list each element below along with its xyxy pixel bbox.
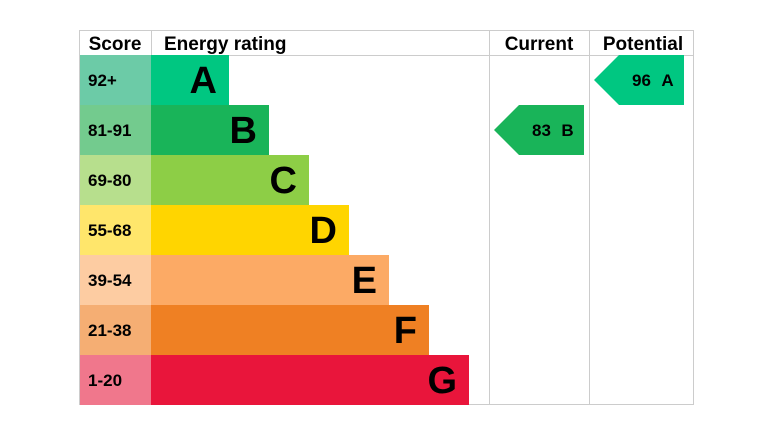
current-rating-arrow (494, 105, 584, 155)
score-label-b: 81-91 (88, 121, 131, 140)
rating-bar-f (151, 305, 429, 355)
potential-rating-indicator: 96 A (594, 55, 684, 105)
rating-bar-c (151, 155, 309, 205)
header-energy-rating: Energy rating (164, 34, 286, 55)
score-cell-f (80, 305, 151, 355)
rating-bar-e (151, 255, 389, 305)
potential-rating-arrow (594, 55, 684, 105)
score-cell-b (80, 105, 151, 155)
score-label-g: 1-20 (88, 371, 122, 390)
score-label-f: 21-38 (88, 321, 131, 340)
potential-rating-value: 96 (632, 71, 651, 90)
header-potential: Potential (603, 34, 683, 55)
score-label-c: 69-80 (88, 171, 131, 190)
rating-bar-b (151, 105, 269, 155)
score-label-e: 39-54 (88, 271, 132, 290)
current-rating-indicator: 83 B (494, 105, 584, 155)
rating-letter-e: E (352, 260, 377, 302)
rating-bar-a (151, 55, 229, 105)
score-label-d: 55-68 (88, 221, 131, 240)
current-rating-letter: B (561, 121, 573, 140)
score-cell-e (80, 255, 151, 305)
rating-letter-f: F (394, 310, 417, 352)
header-current: Current (505, 34, 574, 55)
rating-bar-g (151, 355, 469, 405)
rating-letter-g: G (427, 360, 457, 402)
rating-letter-c: C (270, 160, 297, 202)
current-rating-value: 83 (532, 121, 551, 140)
rating-letter-a: A (190, 60, 217, 102)
rating-letter-d: D (310, 210, 337, 252)
score-cell-a (80, 55, 151, 105)
potential-rating-letter: A (661, 71, 673, 90)
score-cell-d (80, 205, 151, 255)
score-label-a: 92+ (88, 71, 117, 90)
rating-letter-b: B (230, 110, 257, 152)
rating-bar-d (151, 205, 349, 255)
header-score: Score (89, 34, 142, 55)
score-cell-g (80, 355, 151, 405)
score-cell-c (80, 155, 151, 205)
rating-bands: 92+ A 81-91 B 69-80 C 55-68 D 39-54 E 21-38 F 1-20 G (80, 55, 469, 405)
